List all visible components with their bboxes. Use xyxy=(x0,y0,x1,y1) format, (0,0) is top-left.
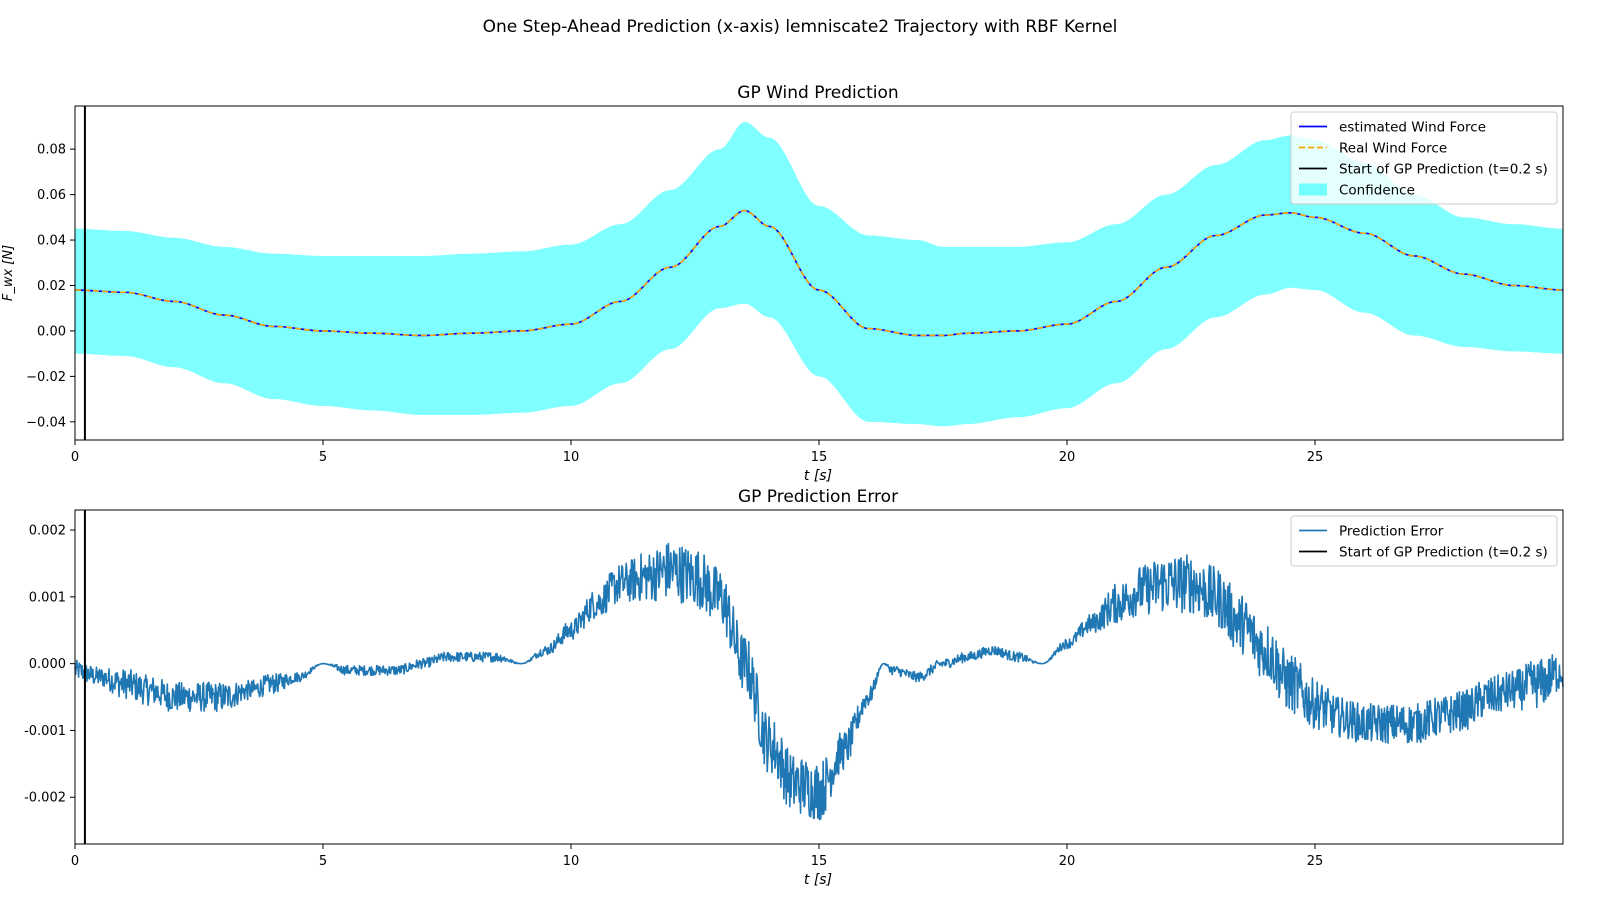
wind-prediction-title: GP Wind Prediction xyxy=(737,83,898,103)
x-tick-label: 0 xyxy=(71,854,79,869)
x-tick-label: 20 xyxy=(1059,450,1076,465)
prediction-error-xlabel: t [s] xyxy=(804,872,832,888)
confidence-band xyxy=(75,121,1563,427)
series-line-1 xyxy=(74,209,1564,337)
prediction-error-ticks: 0 5 10 15 20 25 -0.002 -0.001 0.000 0.001 0.002 xyxy=(24,524,1323,869)
x-tick-label: 15 xyxy=(811,854,828,869)
y-tick-label: 0.002 xyxy=(29,524,66,539)
y-tick-label: 0.08 xyxy=(37,143,66,158)
wind-prediction-ticks: 0 5 10 15 20 25 −0.04 −0.02 0.00 0.02 0.04 0.06 0.08 xyxy=(26,143,1323,465)
wind-prediction-xlabel: t [s] xyxy=(804,468,832,484)
x-tick-label: 5 xyxy=(319,450,327,465)
x-tick-label: 15 xyxy=(811,450,828,465)
wind-force-lines xyxy=(74,106,1564,440)
y-tick-label: 0.06 xyxy=(37,188,66,203)
prediction-error-axes: GP Prediction Error 0 5 10 15 20 25 -0.002 -0.0… xyxy=(24,487,1564,888)
legend-label: Start of GP Prediction (t=0.2 s) xyxy=(1339,545,1548,561)
y-tick-label: 0.001 xyxy=(29,590,66,605)
figure-suptitle: One Step-Ahead Prediction (x-axis) lemni… xyxy=(483,17,1118,37)
confidence-band-area xyxy=(75,121,1563,427)
wind-prediction-legend: estimated Wind Force Real Wind Force Start… xyxy=(1290,111,1558,205)
legend-label: Prediction Error xyxy=(1339,524,1444,540)
wind-prediction-ylabel: F_wx [N] xyxy=(1,245,16,301)
legend-label: Start of GP Prediction (t=0.2 s) xyxy=(1339,162,1548,178)
y-tick-label: 0.000 xyxy=(29,657,66,672)
series-line-0 xyxy=(74,542,1564,821)
x-tick-label: 5 xyxy=(319,854,327,869)
x-tick-label: 10 xyxy=(563,450,580,465)
prediction-error-frame xyxy=(74,509,1564,845)
legend-box xyxy=(1290,111,1558,205)
y-tick-label: −0.02 xyxy=(26,370,66,385)
x-tick-label: 25 xyxy=(1307,450,1324,465)
legend-handle-confidence xyxy=(1299,183,1327,196)
y-tick-label: 0.04 xyxy=(37,234,66,249)
prediction-error-legend: Prediction Error Start of GP Prediction (… xyxy=(1290,515,1558,567)
y-tick-label: −0.04 xyxy=(26,415,66,430)
y-tick-label: 0.02 xyxy=(37,279,66,294)
prediction-error-title: GP Prediction Error xyxy=(738,487,898,507)
legend-label: estimated Wind Force xyxy=(1339,120,1486,136)
prediction-error-lines xyxy=(74,510,1564,844)
legend-label: Confidence xyxy=(1339,183,1415,199)
y-tick-label: 0.00 xyxy=(37,324,66,339)
legend-label: Real Wind Force xyxy=(1339,141,1447,157)
legend-box xyxy=(1290,515,1558,567)
wind-prediction-frame xyxy=(74,105,1564,441)
x-tick-label: 25 xyxy=(1307,854,1324,869)
x-tick-label: 20 xyxy=(1059,854,1076,869)
wind-prediction-axes: GP Wind Prediction 0 5 10 15 20 25−0.04−0.020… xyxy=(1,83,1564,484)
y-tick-label: -0.002 xyxy=(24,791,66,806)
x-tick-label: 10 xyxy=(563,854,580,869)
x-tick-label: 0 xyxy=(71,450,79,465)
y-tick-label: -0.001 xyxy=(24,724,66,739)
